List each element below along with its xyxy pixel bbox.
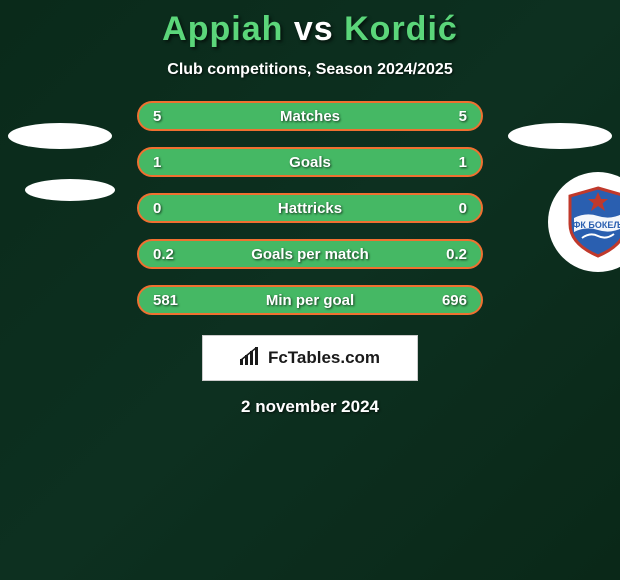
stats-table: 5 Matches 5 1 Goals 1 0 Hattricks 0 0.2 … bbox=[137, 101, 483, 315]
stat-right: 0 bbox=[427, 200, 467, 217]
stat-row: 581 Min per goal 696 bbox=[137, 285, 483, 315]
stat-right: 5 bbox=[427, 108, 467, 125]
stat-label: Goals per match bbox=[251, 246, 369, 263]
vs-label: vs bbox=[294, 10, 334, 48]
crest-svg: ФК БОКЕЉ bbox=[558, 182, 620, 262]
date-label: 2 november 2024 bbox=[241, 397, 379, 417]
stat-label: Matches bbox=[280, 108, 340, 125]
decorative-ellipse bbox=[508, 123, 612, 149]
stat-left: 1 bbox=[153, 154, 193, 171]
stat-label: Goals bbox=[289, 154, 331, 171]
branding-label: FcTables.com bbox=[268, 348, 380, 368]
crest-text: ФК БОКЕЉ bbox=[573, 220, 620, 230]
player1-name: Appiah bbox=[162, 10, 283, 48]
stat-left: 5 bbox=[153, 108, 193, 125]
stat-row: 5 Matches 5 bbox=[137, 101, 483, 131]
subtitle: Club competitions, Season 2024/2025 bbox=[167, 61, 452, 79]
stat-label: Min per goal bbox=[266, 292, 354, 309]
chart-icon bbox=[240, 347, 262, 370]
branding-box[interactable]: FcTables.com bbox=[202, 335, 418, 381]
stat-right: 1 bbox=[427, 154, 467, 171]
stat-row: 1 Goals 1 bbox=[137, 147, 483, 177]
stat-left: 0 bbox=[153, 200, 193, 217]
stat-left: 581 bbox=[153, 292, 193, 309]
stat-right: 696 bbox=[427, 292, 467, 309]
page-title: Appiah vs Kordić bbox=[162, 10, 458, 49]
decorative-ellipse bbox=[25, 179, 115, 201]
comparison-card: Appiah vs Kordić Club competitions, Seas… bbox=[0, 0, 620, 417]
stat-row: 0 Hattricks 0 bbox=[137, 193, 483, 223]
stat-label: Hattricks bbox=[278, 200, 342, 217]
stat-left: 0.2 bbox=[153, 246, 193, 263]
player2-name: Kordić bbox=[344, 10, 458, 48]
decorative-ellipse bbox=[8, 123, 112, 149]
stat-row: 0.2 Goals per match 0.2 bbox=[137, 239, 483, 269]
stat-right: 0.2 bbox=[427, 246, 467, 263]
